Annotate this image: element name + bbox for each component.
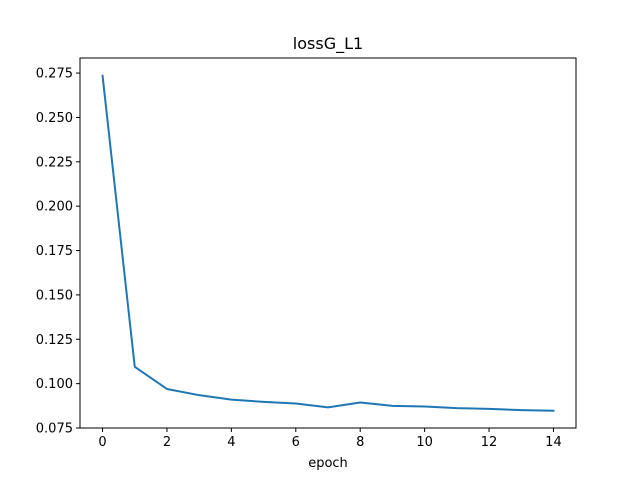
plot-frame [79,57,577,429]
x-tick-label: 6 [292,435,300,450]
y-tick-label: 0.075 [36,422,73,437]
series-layer [101,74,555,412]
y-tick-label: 0.275 [36,67,73,82]
plot-area [80,58,576,428]
x-tick-label: 8 [356,435,364,450]
y-tick-label: 0.225 [36,155,73,170]
y-tick-label: 0.100 [36,377,73,392]
x-axis-ticks: 0 2 4 6 8 10 12 14 [98,428,562,450]
y-tick-label: 0.200 [36,200,73,215]
x-tick-label: 2 [163,435,171,450]
x-tick-label: 4 [227,435,235,450]
x-tick-label: 0 [98,435,106,450]
chart-title: lossG_L1 [293,34,363,54]
series-line [101,74,555,412]
y-tick-label: 0.150 [36,288,73,303]
x-tick-label: 14 [545,435,562,450]
x-axis-label: epoch [308,456,348,471]
x-tick-label: 12 [481,435,498,450]
y-axis-ticks: 0.075 0.100 0.125 0.150 0.175 0.200 0.225 0.250… [36,67,80,437]
y-tick-label: 0.250 [36,111,73,126]
y-tick-label: 0.125 [36,333,73,348]
x-tick-label: 10 [416,435,433,450]
y-tick-label: 0.175 [36,244,73,259]
